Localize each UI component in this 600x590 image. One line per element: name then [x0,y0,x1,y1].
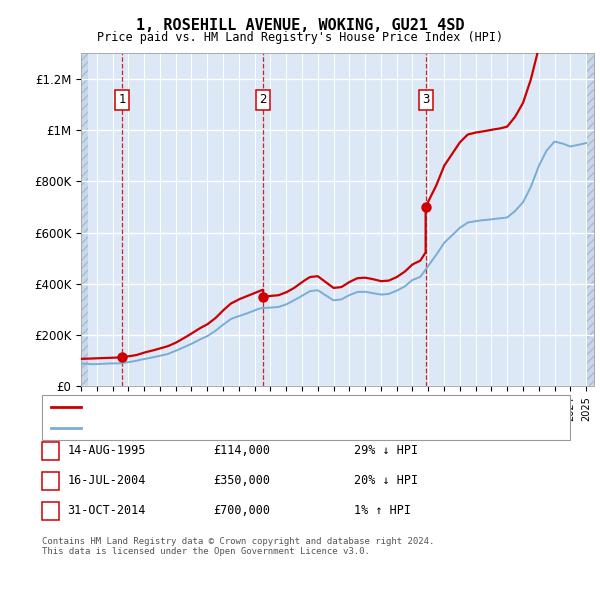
Text: 29% ↓ HPI: 29% ↓ HPI [354,444,418,457]
Text: 1: 1 [47,444,54,457]
Text: £350,000: £350,000 [213,474,270,487]
Bar [587,53,594,386]
Text: 31-OCT-2014: 31-OCT-2014 [67,504,146,517]
Text: 1: 1 [119,93,126,106]
Text: HPI: Average price, detached house, Woking: HPI: Average price, detached house, Woki… [87,422,360,432]
Text: £114,000: £114,000 [213,444,270,457]
Text: 2: 2 [47,474,54,487]
Text: 20% ↓ HPI: 20% ↓ HPI [354,474,418,487]
Text: £700,000: £700,000 [213,504,270,517]
Text: Contains HM Land Registry data © Crown copyright and database right 2024.
This d: Contains HM Land Registry data © Crown c… [42,537,434,556]
Text: Price paid vs. HM Land Registry's House Price Index (HPI): Price paid vs. HM Land Registry's House … [97,31,503,44]
Text: 3: 3 [422,93,430,106]
Text: 1% ↑ HPI: 1% ↑ HPI [354,504,411,517]
Text: 2: 2 [259,93,267,106]
Text: 1, ROSEHILL AVENUE, WOKING, GU21 4SD (detached house): 1, ROSEHILL AVENUE, WOKING, GU21 4SD (de… [87,402,431,412]
Bar [81,53,88,386]
Text: 1, ROSEHILL AVENUE, WOKING, GU21 4SD: 1, ROSEHILL AVENUE, WOKING, GU21 4SD [136,18,464,32]
Text: 14-AUG-1995: 14-AUG-1995 [67,444,146,457]
Text: 16-JUL-2004: 16-JUL-2004 [67,474,146,487]
Text: 3: 3 [47,504,54,517]
